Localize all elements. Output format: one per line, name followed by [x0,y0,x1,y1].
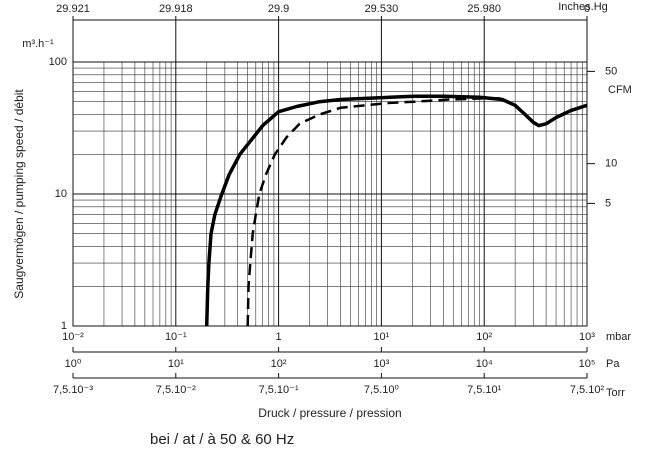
top-tick-label: 29.918 [159,3,193,15]
x-tick-label: 10³ [579,331,595,343]
secondary-x-tick-label: 7,5.10¹ [467,384,502,396]
x-tick-label: 10⁻² [62,331,84,343]
pa-unit: Pa [606,358,620,370]
secondary-x-tick-label: 10⁴ [476,358,493,370]
secondary-x-tick-label: 7,5.10⁰ [364,384,400,396]
secondary-x-tick-label: 10⁵ [579,358,596,370]
torr-unit: Torr [606,387,625,399]
top-tick-label: 29.530 [365,3,399,15]
secondary-x-tick-label: 7,5.10⁻³ [53,384,93,396]
curve [246,97,503,327]
secondary-x-tick-label: 10¹ [168,358,184,370]
secondary-x-tick-label: 7,5.10⁻¹ [259,384,299,396]
x-tick-label: 10⁻¹ [165,331,187,343]
y2-tick-label: 10 [605,158,617,170]
y2-unit: CFM [608,84,632,96]
y2-tick-label: 5 [605,197,611,209]
secondary-x-tick-label: 10⁰ [65,358,82,370]
y2-tick-label: 50 [605,65,617,77]
x-unit: mbar [606,331,631,343]
curve [204,94,588,327]
footnote: bei / at / à 50 & 60 Hz [150,431,294,448]
x-label: Druck / pressure / pression [258,406,401,420]
x-tick-label: 1 [276,331,282,343]
y-tick-label: 100 [49,56,67,68]
x-tick-label: 10² [476,331,492,343]
y-label: Saugvermögen / pumping speed / débit [12,89,26,299]
y-unit: m³.h⁻¹ [22,38,54,50]
secondary-x-tick-label: 10² [271,358,287,370]
top-tick-label: 29.9 [268,3,289,15]
x-tick-label: 10¹ [373,331,389,343]
secondary-x-tick-label: 10³ [373,358,389,370]
secondary-x-tick-label: 7,5.10⁻² [156,384,196,396]
top-tick-label: 29.921 [56,3,90,15]
y-tick-label: 1 [61,320,67,332]
y-tick-label: 10 [55,188,67,200]
secondary-x-tick-label: 7,5.10² [570,384,605,396]
top-tick-label: 0 [584,3,590,15]
top-tick-label: 25.980 [467,3,501,15]
top-unit: Inches.Hg [558,1,608,13]
